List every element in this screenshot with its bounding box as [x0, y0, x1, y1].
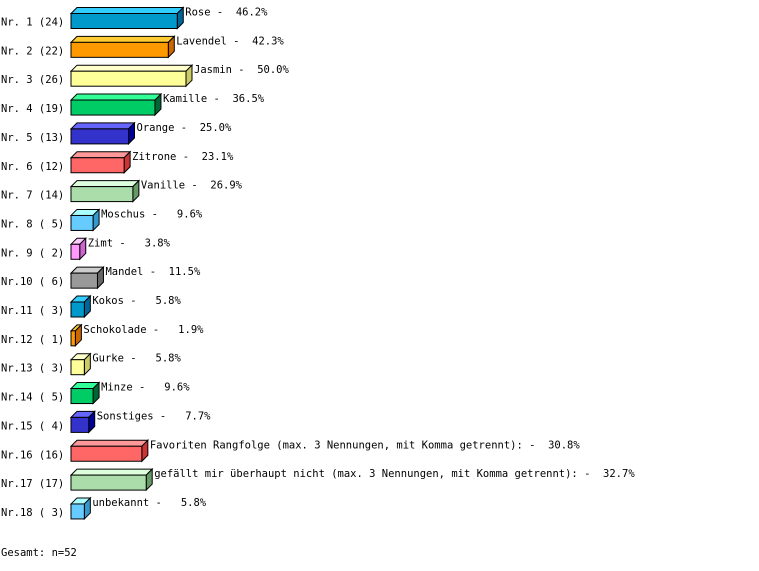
value-label: Kokos - 5.8%	[92, 295, 181, 307]
row-label: Nr.14 ( 5)	[1, 392, 64, 404]
bar-top	[69, 122, 136, 130]
value-label: Jasmin - 50.0%	[194, 64, 290, 76]
value-label: Sonstiges - 7.7%	[97, 410, 211, 422]
bar-top	[69, 64, 194, 72]
row-label: Nr. 3 (26)	[1, 74, 64, 86]
value-label: Rose - 46.2%	[185, 7, 268, 19]
row-label: Nr. 4 (19)	[1, 103, 64, 115]
row-label: Nr. 8 ( 5)	[1, 218, 64, 230]
bar	[70, 243, 81, 260]
row-label: Nr. 2 (22)	[1, 45, 64, 57]
bar	[70, 445, 143, 462]
bar	[70, 474, 147, 491]
row-label: Nr.15 ( 4)	[1, 420, 64, 432]
bar	[70, 186, 134, 203]
row-label: Nr.12 ( 1)	[1, 334, 64, 346]
bar-top	[69, 439, 150, 447]
value-label: Orange - 25.0%	[137, 122, 233, 134]
row-label: Nr.17 (17)	[1, 478, 64, 490]
row-label: Nr.16 (16)	[1, 449, 64, 461]
bar	[70, 330, 76, 347]
bar-top	[69, 93, 163, 101]
bar	[70, 416, 90, 433]
bar	[70, 214, 94, 231]
value-label: Mandel - 11.5%	[105, 266, 201, 278]
value-label: gefällt mir überhaupt nicht (max. 3 Nenn…	[154, 468, 635, 480]
row-label: Nr. 7 (14)	[1, 190, 64, 202]
value-label: Minze - 9.6%	[101, 382, 190, 394]
row-label: Nr. 1 (24)	[1, 17, 64, 29]
value-label: Moschus - 9.6%	[101, 208, 203, 220]
value-label: unbekannt - 5.8%	[92, 497, 206, 509]
bar-top	[69, 468, 154, 476]
bar	[70, 41, 169, 58]
value-label: Zimt - 3.8%	[88, 237, 171, 249]
row-label: Nr. 9 ( 2)	[1, 247, 64, 259]
bar	[70, 388, 94, 405]
bar	[70, 359, 85, 376]
row-label: Nr.11 ( 3)	[1, 305, 64, 317]
bar	[70, 157, 125, 174]
bar	[70, 70, 187, 87]
bar	[70, 99, 156, 116]
value-label: Vanille - 26.9%	[141, 180, 243, 192]
bar	[70, 301, 85, 318]
bar	[70, 503, 85, 520]
bar-top	[69, 151, 132, 159]
bar-top	[69, 7, 185, 14]
bar-top	[69, 180, 141, 188]
bar	[70, 13, 178, 29]
row-label: Nr. 5 (13)	[1, 132, 64, 144]
bar	[70, 272, 98, 289]
row-label: Nr.13 ( 3)	[1, 363, 64, 375]
row-label: Nr. 6 (12)	[1, 161, 64, 173]
bar-top	[69, 35, 176, 43]
value-label: Kamille - 36.5%	[163, 93, 265, 105]
value-label: Gurke - 5.8%	[92, 353, 181, 365]
row-label: Nr.10 ( 6)	[1, 276, 64, 288]
value-label: Schokolade - 1.9%	[83, 324, 204, 336]
bar	[70, 128, 129, 145]
value-label: Lavendel - 42.3%	[176, 35, 284, 47]
row-label: Nr.18 ( 3)	[1, 507, 64, 519]
value-label: Favoriten Rangfolge (max. 3 Nennungen, m…	[150, 439, 581, 451]
value-label: Zitrone - 23.1%	[132, 151, 234, 163]
total-label: Gesamt: n=52	[1, 547, 77, 559]
